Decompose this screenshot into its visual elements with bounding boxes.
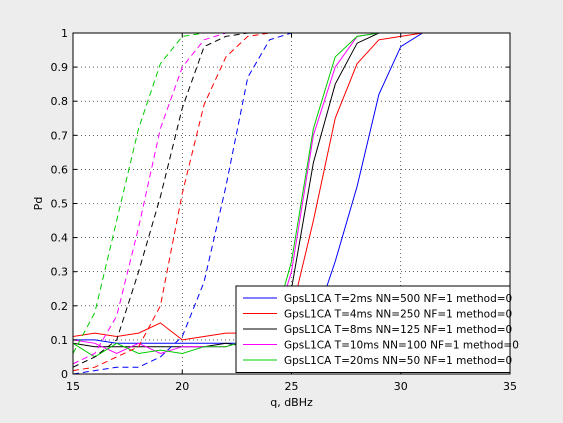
y-tick-label: 0 [61, 368, 68, 381]
y-tick-label: 0.5 [51, 198, 69, 211]
legend-entry: GpsL1CA T=4ms NN=250 NF=1 method=0 [284, 309, 512, 321]
x-tick-label: 35 [503, 380, 517, 393]
y-tick-label: 0.2 [51, 300, 69, 313]
legend-entry: GpsL1CA T=8ms NN=125 NF=1 method=0 [284, 324, 512, 336]
y-tick-label: 0.8 [51, 95, 69, 108]
legend: GpsL1CA T=2ms NN=500 NF=1 method=0 GpsL1C… [235, 285, 519, 373]
series-line-t4-dashed [73, 33, 510, 372]
legend-box [235, 285, 511, 373]
legend-entry: GpsL1CA T=2ms NN=500 NF=1 method=0 [284, 293, 512, 305]
x-tick-labels: 15 20 25 30 35 [66, 380, 517, 393]
series-line-t2-dashed [73, 33, 510, 374]
y-tick-label: 0.6 [51, 163, 69, 176]
legend-entry: GpsL1CA T=20ms NN=50 NF=1 method=0 [284, 355, 512, 367]
legend-entry: GpsL1CA T=10ms NN=100 NF=1 method=0 [284, 340, 519, 352]
y-tick-label: 0.7 [51, 129, 69, 142]
series-line-t10-solid [73, 33, 510, 355]
x-tick-label: 20 [175, 380, 189, 393]
y-tick-labels: 0 0.1 0.2 0.3 0.4 0.5 0.6 0.7 0.8 0.9 1 [51, 27, 69, 381]
y-tick-label: 1 [61, 27, 68, 40]
x-tick-label: 15 [66, 380, 80, 393]
x-tick-label: 25 [285, 380, 299, 393]
x-axis-label: q, dBHz [270, 396, 313, 409]
y-tick-label: 0.1 [51, 334, 69, 347]
y-tick-label: 0.9 [51, 61, 69, 74]
series-line-t10-dashed [73, 33, 510, 365]
y-tick-label: 0.4 [51, 232, 69, 245]
y-tick-label: 0.3 [51, 266, 69, 279]
x-tick-label: 30 [394, 380, 408, 393]
series-line-t20-solid [73, 33, 510, 358]
y-axis-label: Pd [32, 197, 45, 211]
